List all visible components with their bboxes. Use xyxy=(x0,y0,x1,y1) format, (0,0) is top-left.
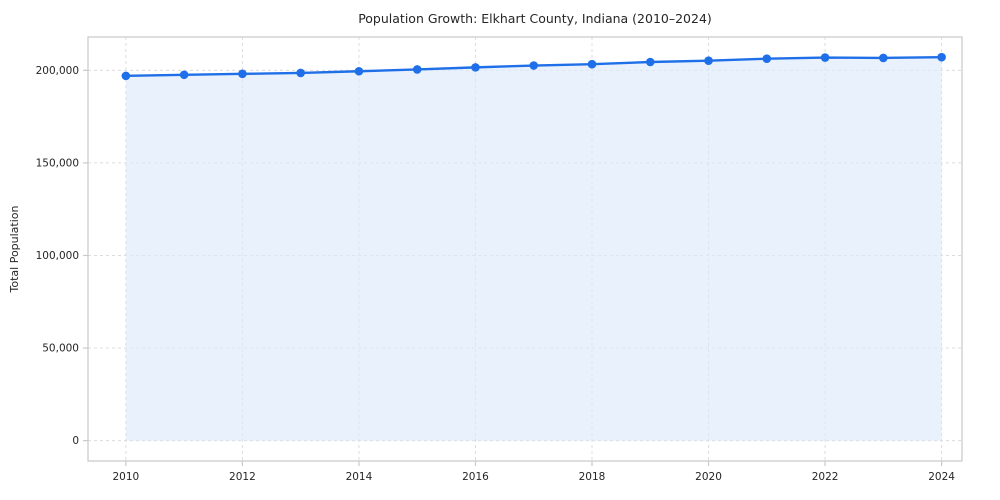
data-point xyxy=(645,57,655,67)
x-tick-label: 2024 xyxy=(928,471,955,483)
data-point xyxy=(412,65,422,74)
x-tick-label: 2014 xyxy=(346,471,373,483)
data-point xyxy=(179,70,189,80)
data-point xyxy=(121,71,131,81)
data-point xyxy=(879,53,888,63)
y-axis-label: Total Population xyxy=(8,205,21,293)
x-tick-label: 2016 xyxy=(462,471,489,483)
data-point xyxy=(762,54,772,63)
y-tick-label: 50,000 xyxy=(42,343,79,355)
y-axis: 0 50,000 100,000 150,000 200,000 xyxy=(36,65,88,447)
chart-title: Population Growth: Elkhart County, India… xyxy=(358,11,712,26)
data-point xyxy=(529,61,539,70)
x-axis: 2010 2012 2014 2016 2018 2020 2022 2024 xyxy=(113,461,955,483)
data-point xyxy=(704,56,713,65)
plot-border xyxy=(87,36,963,462)
data-point xyxy=(937,52,946,62)
y-tick-label: 200,000 xyxy=(36,65,79,77)
data-point xyxy=(354,66,364,76)
x-tick-label: 2022 xyxy=(812,471,839,483)
data-point xyxy=(471,63,480,72)
x-tick-label: 2010 xyxy=(113,471,140,483)
data-point xyxy=(820,53,830,62)
x-tick-label: 2018 xyxy=(579,471,606,483)
data-point xyxy=(296,68,305,78)
y-tick-label: 100,000 xyxy=(36,250,79,262)
y-tick-label: 0 xyxy=(72,435,79,447)
area-fill xyxy=(125,57,942,441)
x-tick-label: 2020 xyxy=(695,471,722,483)
y-tick-label: 150,000 xyxy=(36,157,79,169)
data-point xyxy=(587,59,597,69)
x-tick-label: 2012 xyxy=(229,471,256,483)
data-point xyxy=(238,69,247,79)
data-points xyxy=(121,52,946,81)
